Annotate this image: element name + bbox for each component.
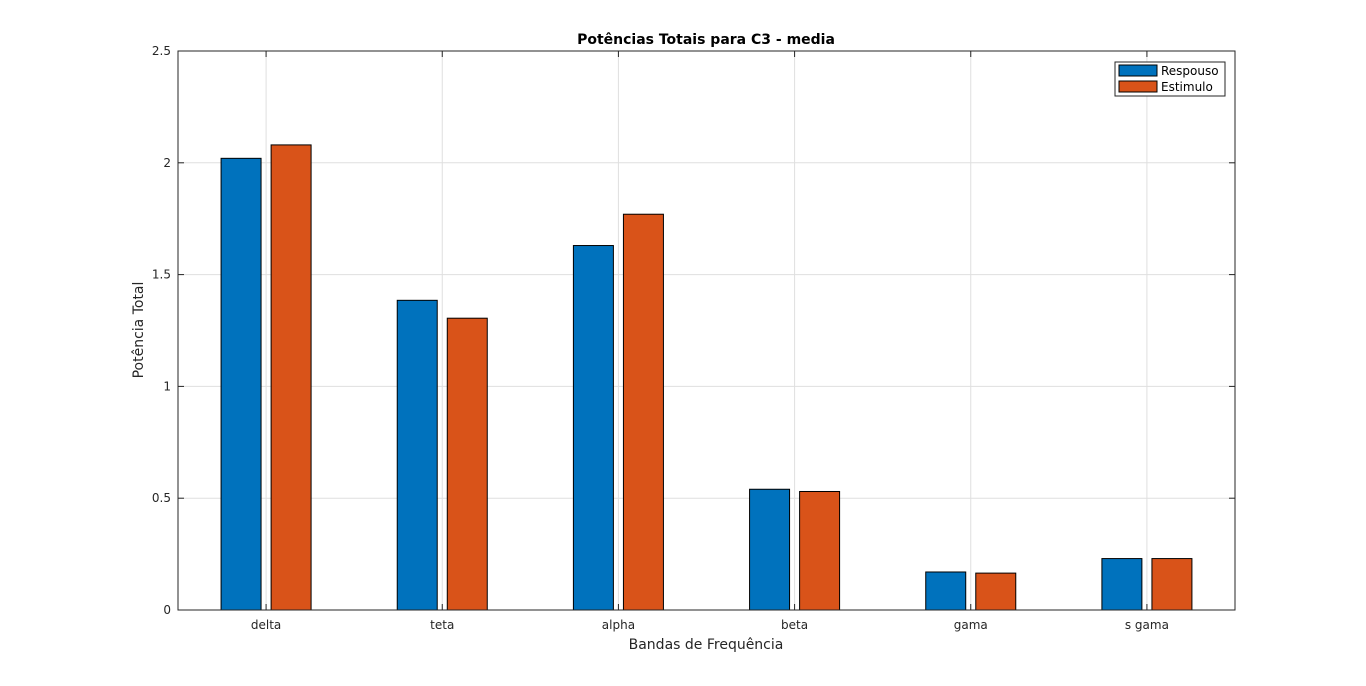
x-tick-label: delta [251,618,281,632]
y-tick-label: 1 [163,379,171,393]
chart-title: Potências Totais para C3 - media [577,32,835,48]
bar-respouso-s-gama [1101,558,1143,611]
x-tick-label: teta [430,618,454,632]
bar-estimulo-teta [446,317,488,611]
y-tick-label: 0.5 [152,491,171,505]
legend: Respouso Estimulo [1114,61,1226,97]
x-tick-label: alpha [602,618,635,632]
legend-swatch-estimulo [1118,80,1158,93]
bar-respouso-delta [220,157,262,611]
x-tick-label: beta [781,618,808,632]
legend-label-respouso: Respouso [1161,64,1219,78]
bar-estimulo-gama [975,572,1017,611]
legend-swatch-respouso [1118,64,1158,77]
bar-estimulo-s-gama [1151,558,1193,611]
bar-estimulo-alpha [622,213,664,611]
axis-ticks: 0 0.5 1 1.5 2 2.5 delta teta alpha beta gama s gama [152,44,1235,632]
y-tick-label: 0 [163,603,171,617]
axes-box [177,50,1236,611]
y-tick-label: 1.5 [152,268,171,282]
x-axis-label: Bandas de Frequência [629,637,784,653]
bar-estimulo-beta [799,490,841,611]
y-tick-label: 2 [163,156,171,170]
bar-respouso-gama [925,571,967,611]
grid [178,51,1235,610]
bar-respouso-beta [749,488,791,611]
x-tick-label: gama [954,618,988,632]
bar-respouso-alpha [572,245,614,611]
legend-label-estimulo: Estimulo [1161,80,1213,94]
bar-respouso-teta [396,299,438,611]
bar-estimulo-delta [270,144,312,611]
bars [220,144,1193,611]
x-tick-label: s gama [1125,618,1169,632]
y-axis-label: Potência Total [131,282,147,379]
y-tick-label: 2.5 [152,44,171,58]
